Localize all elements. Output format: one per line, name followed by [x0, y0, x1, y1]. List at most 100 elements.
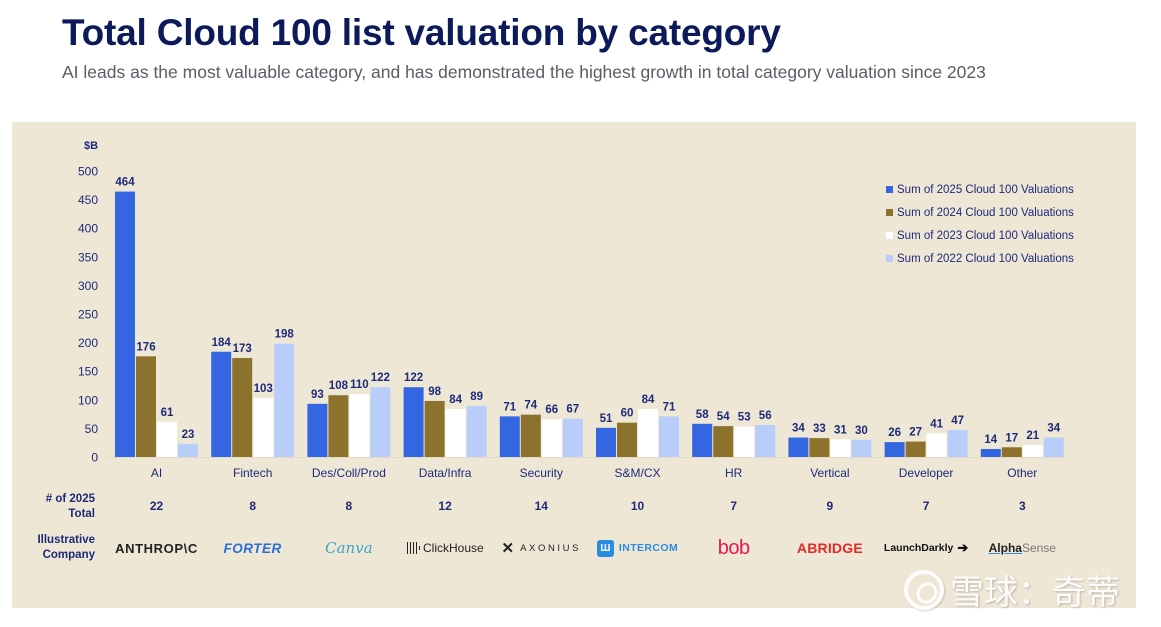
bar-group-ai: 464 176 61 23 AI	[115, 177, 198, 480]
bar-fintech-2025	[211, 351, 232, 457]
bar-other-2024	[1001, 447, 1022, 457]
logo-launchdarkly: LaunchDarkly ➔	[876, 537, 976, 559]
legend-swatch-2024	[886, 209, 893, 216]
bar-des-coll-prod-2024	[328, 395, 349, 457]
data-label: 98	[428, 386, 441, 398]
bar-security-2022	[562, 418, 583, 457]
y-tick-label: 150	[78, 365, 98, 379]
data-label: 110	[350, 379, 369, 391]
logo-canva: Canva	[299, 537, 399, 559]
logo-axonius-text: AXONIUS	[520, 542, 582, 554]
axonius-x-icon: ✕	[501, 540, 515, 557]
legend-swatch-2023	[886, 232, 893, 239]
count-row-label-line1: # of 2025	[45, 493, 95, 505]
y-tick-label: 200	[78, 336, 98, 350]
company-row-label: Illustrative Company	[22, 533, 95, 563]
bar-hr-2023	[734, 426, 755, 457]
data-label: 51	[600, 413, 613, 425]
data-label: 17	[1005, 432, 1018, 444]
bar-s-m-cx-2023	[638, 408, 658, 457]
y-tick-label: 50	[85, 422, 99, 436]
logo-alphasense-bold: Alpha	[988, 541, 1022, 555]
data-label: 103	[254, 383, 273, 395]
y-tick-label: 300	[78, 279, 98, 293]
watermark-text: 雪球：奇蒂	[950, 573, 1120, 613]
chart-legend: Sum of 2025 Cloud 100 Valuations Sum of …	[886, 178, 1074, 270]
data-label: 84	[642, 394, 655, 406]
count-des-coll-prod: 8	[345, 499, 353, 513]
logo-intercom: Ш INTERCOM	[588, 537, 688, 559]
bar-group-hr: 58 54 53 56 HR	[692, 409, 776, 480]
legend-item-2022: Sum of 2022 Cloud 100 Valuations	[886, 247, 1074, 270]
logo-anthropic: ANTHROP\C	[107, 537, 207, 559]
y-tick-label: 350	[78, 250, 98, 264]
count-row-label-line2: Total	[68, 508, 95, 520]
launchdarkly-arrow-icon: ➔	[957, 540, 969, 555]
bar-security-2025	[499, 416, 520, 457]
legend-label-2024: Sum of 2024 Cloud 100 Valuations	[897, 206, 1074, 219]
legend-swatch-2025	[886, 186, 893, 193]
logo-clickhouse: ClickHouse	[395, 537, 495, 559]
data-label: 464	[115, 177, 135, 189]
logo-launchdarkly-text: LaunchDarkly	[883, 542, 954, 554]
bar-developer-2024	[905, 441, 926, 457]
count-vertical: 9	[826, 499, 834, 513]
bar-ai-2023	[157, 422, 177, 457]
count-s-m-cx: 10	[630, 499, 645, 513]
data-label: 53	[738, 412, 751, 424]
count-row-label: # of 2025 Total	[32, 492, 95, 522]
data-label: 33	[813, 423, 826, 435]
data-label: 31	[834, 424, 847, 436]
bar-fintech-2022	[274, 343, 295, 457]
data-label: 34	[1047, 423, 1060, 435]
data-label: 71	[663, 401, 676, 413]
x-tick-label: HR	[725, 466, 743, 480]
logo-canva-text: Canva	[325, 539, 373, 557]
bar-hr-2025	[692, 423, 713, 457]
data-label: 198	[275, 329, 295, 341]
bar-ai-2022	[178, 443, 198, 457]
data-label: 71	[503, 401, 516, 413]
bar-vertical-2022	[851, 439, 872, 457]
legend-item-2023: Sum of 2023 Cloud 100 Valuations	[886, 224, 1074, 247]
y-tick-label: 400	[78, 222, 98, 236]
page-subtitle: AI leads as the most valuable category, …	[62, 62, 986, 82]
bar-group-security: 71 74 66 67 Security	[499, 400, 583, 480]
data-label: 93	[311, 389, 324, 401]
logo-abridge-text: ABRIDGE	[796, 540, 863, 556]
count-developer: 7	[922, 499, 930, 513]
data-label: 34	[792, 423, 805, 435]
data-label: 89	[470, 391, 483, 403]
bar-ai-2025	[115, 191, 135, 457]
bar-data-infra-2025	[403, 387, 424, 457]
data-label: 67	[566, 404, 579, 416]
bar-hr-2022	[755, 424, 776, 457]
x-tick-label: Developer	[899, 466, 954, 480]
logo-clickhouse-text: ClickHouse	[423, 541, 484, 555]
logo-alphasense: Alpha Sense	[972, 537, 1072, 559]
bar-des-coll-prod-2025	[307, 403, 328, 457]
data-label: 26	[888, 427, 901, 439]
bar-group-developer: 26 27 41 47 Developer	[884, 415, 968, 480]
bar-group-vertical: 34 33 31 30 Vertical	[788, 423, 872, 480]
bar-fintech-2023	[253, 398, 274, 457]
data-label: 30	[855, 425, 868, 437]
bar-data-infra-2022	[466, 406, 487, 457]
bar-fintech-2024	[232, 358, 253, 457]
bar-vertical-2024	[809, 438, 830, 457]
count-data-infra: 12	[438, 499, 452, 513]
y-tick-label: 500	[78, 165, 98, 179]
data-label: 58	[696, 409, 709, 421]
data-label: 14	[984, 434, 997, 446]
data-label: 60	[621, 408, 634, 420]
bar-data-infra-2023	[445, 408, 466, 457]
x-tick-label: Des/Coll/Prod	[312, 466, 386, 480]
logo-anthropic-text: ANTHROP\C	[115, 540, 198, 556]
data-label: 27	[909, 427, 922, 439]
bar-security-2023	[541, 419, 562, 457]
logo-alphasense-light: Sense	[1021, 541, 1056, 555]
legend-label-2025: Sum of 2025 Cloud 100 Valuations	[897, 183, 1074, 196]
y-tick-label: 0	[91, 451, 98, 465]
